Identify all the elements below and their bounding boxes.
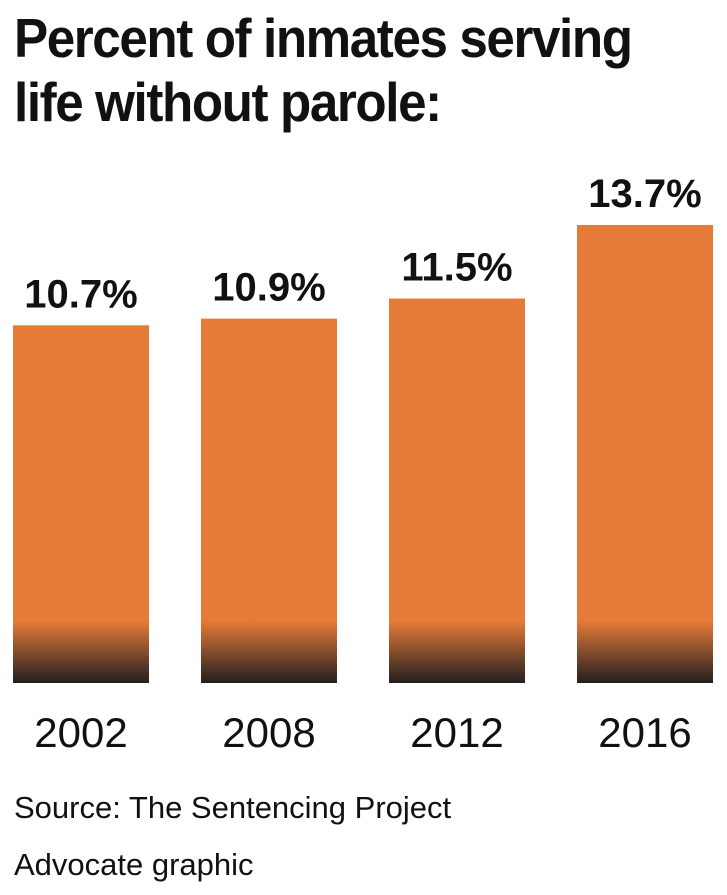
bars-group (13, 225, 713, 683)
value-labels-group: 10.7% 10.9% 11.5% 13.7% (24, 172, 701, 316)
value-label-2016: 13.7% (588, 172, 701, 216)
bar-chart-svg: 10.7% 10.9% 11.5% 13.7% 2002 2008 2012 2016 (13, 172, 713, 756)
source-note: Source: The Sentencing Project (14, 790, 452, 825)
value-label-2012: 11.5% (401, 246, 512, 290)
x-tick-label-2016: 2016 (598, 709, 691, 756)
x-tick-labels-group: 2002 2008 2012 2016 (34, 709, 691, 756)
x-tick-label-2012: 2012 (410, 709, 503, 756)
bar-2016 (577, 225, 713, 683)
bar-chart: 10.7% 10.9% 11.5% 13.7% 2002 2008 2012 2016 (0, 150, 727, 760)
bar-base-shade-2012 (389, 621, 525, 683)
bar-2012 (389, 298, 525, 683)
value-label-2008: 10.9% (212, 266, 325, 310)
bar-base-shade-2016 (577, 621, 713, 683)
x-tick-label-2008: 2008 (222, 709, 315, 756)
bar-base-shade-2008 (201, 621, 337, 683)
bar-base-shade-2002 (13, 621, 149, 683)
value-label-2002: 10.7% (24, 272, 137, 316)
chart-title: Percent of inmates serving life without … (14, 7, 633, 133)
x-tick-label-2002: 2002 (34, 709, 127, 756)
credit-note: Advocate graphic (14, 847, 254, 882)
